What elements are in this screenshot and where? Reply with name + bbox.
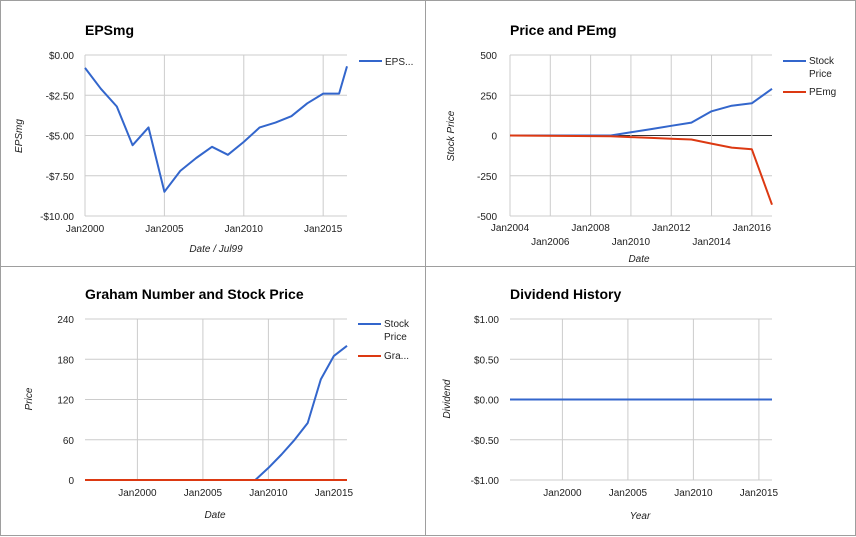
pe-x-tick-label: Jan2016 xyxy=(733,223,772,234)
pe-x-tick-label: Jan2014 xyxy=(692,237,731,248)
eps-y-axis-label: EPSmg xyxy=(14,119,25,153)
pe-x-tick-label: Jan2010 xyxy=(612,237,651,248)
graham-x-tick-label: Jan2010 xyxy=(249,488,288,499)
eps-legend-label: EPS... xyxy=(385,57,413,68)
graham-chart-title: Graham Number and Stock Price xyxy=(85,286,304,302)
pe-x-tick-label: Jan2004 xyxy=(491,223,530,234)
graham-chart-panel: Graham Number and Stock Price 240 180 120 6… xyxy=(0,266,426,536)
graham-y-tick-label: 0 xyxy=(68,476,74,487)
dividend-x-tick-label: Jan2015 xyxy=(740,488,779,499)
graham-legend-label-graham: Gra... xyxy=(384,351,409,362)
eps-series-line-0 xyxy=(84,66,348,193)
graham-y-tick-label: 180 xyxy=(57,355,74,366)
eps-x-tick-label: Jan2015 xyxy=(304,224,343,235)
pe-y-tick-label: 500 xyxy=(480,51,497,62)
graham-y-tick-label: 120 xyxy=(57,396,74,407)
graham-legend-label-stock-line1: Stock xyxy=(384,319,410,330)
eps-y-tick-label: $0.00 xyxy=(49,51,74,62)
pe-legend-label-pemg: PEmg xyxy=(809,87,836,98)
dividend-x-tick-label: Jan2005 xyxy=(609,488,648,499)
graham-x-tick-label: Jan2000 xyxy=(118,488,157,499)
pe-chart-title: Price and PEmg xyxy=(510,22,617,38)
pe-legend-label-stock-line2: Price xyxy=(809,69,832,80)
eps-chart-panel: EPSmg $0.00 -$2.50 -$5.00 -$7.50 -$10.00 Jan… xyxy=(0,0,426,267)
pe-chart-panel: Price and PEmg 500 250 0 -250 -500 Jan2004 Ja… xyxy=(425,0,856,267)
dividend-chart-title: Dividend History xyxy=(510,286,621,302)
pe-y-tick-label: -500 xyxy=(477,212,497,223)
graham-x-tick-label: Jan2005 xyxy=(184,488,223,499)
eps-y-tick-label: -$5.00 xyxy=(46,132,75,143)
graham-y-tick-label: 240 xyxy=(57,315,74,326)
pe-y-tick-label: -250 xyxy=(477,172,497,183)
pe-y-tick-label: 250 xyxy=(480,91,497,102)
eps-y-tick-label: -$7.50 xyxy=(46,172,75,183)
pe-x-tick-label: Jan2008 xyxy=(571,223,610,234)
pe-series-line-0 xyxy=(510,87,773,137)
eps-y-tick-label: -$10.00 xyxy=(40,212,74,223)
dividend-y-tick-label: $1.00 xyxy=(474,315,499,326)
dividend-chart-svg: Dividend History $1.00 $0.50 $0.00 -$0.50 -$… xyxy=(442,286,779,522)
pe-legend-label-stock-line1: Stock xyxy=(809,56,835,67)
dividend-y-tick-label: -$1.00 xyxy=(471,476,500,487)
dividend-y-axis-label: Dividend xyxy=(442,379,453,418)
dividend-y-tick-label: -$0.50 xyxy=(471,436,500,447)
dividend-y-tick-label: $0.50 xyxy=(474,355,499,366)
pe-x-tick-label: Jan2006 xyxy=(531,237,570,248)
dividend-x-axis-label: Year xyxy=(630,511,651,522)
graham-y-tick-label: 60 xyxy=(63,436,75,447)
eps-x-tick-label: Jan2010 xyxy=(225,224,264,235)
dividend-x-tick-label: Jan2000 xyxy=(543,488,582,499)
graham-x-tick-label: Jan2015 xyxy=(315,488,354,499)
eps-chart-svg: EPSmg $0.00 -$2.50 -$5.00 -$7.50 -$10.00 Jan… xyxy=(14,22,413,255)
eps-x-axis-label: Date / Jul99 xyxy=(189,244,243,255)
pe-x-axis-label: Date xyxy=(628,254,650,265)
graham-x-axis-label: Date xyxy=(204,510,226,521)
dividend-chart-panel: Dividend History $1.00 $0.50 $0.00 -$0.50 -$… xyxy=(425,266,856,536)
dividend-y-tick-label: $0.00 xyxy=(474,396,499,407)
pe-y-tick-label: 0 xyxy=(491,132,497,143)
eps-y-tick-label: -$2.50 xyxy=(46,91,75,102)
graham-legend-label-stock-line2: Price xyxy=(384,332,407,343)
pe-x-tick-label: Jan2012 xyxy=(652,223,691,234)
graham-chart-svg: Graham Number and Stock Price 240 180 120 6… xyxy=(24,286,410,521)
pe-y-axis-label: Stock Price xyxy=(446,110,457,161)
eps-x-tick-label: Jan2000 xyxy=(66,224,105,235)
graham-series-line-0 xyxy=(85,345,348,481)
graham-y-axis-label: Price xyxy=(24,387,35,410)
eps-chart-title: EPSmg xyxy=(85,22,134,38)
pe-series-line-1 xyxy=(509,134,773,206)
eps-x-tick-label: Jan2005 xyxy=(145,224,184,235)
dividend-x-tick-label: Jan2010 xyxy=(674,488,713,499)
